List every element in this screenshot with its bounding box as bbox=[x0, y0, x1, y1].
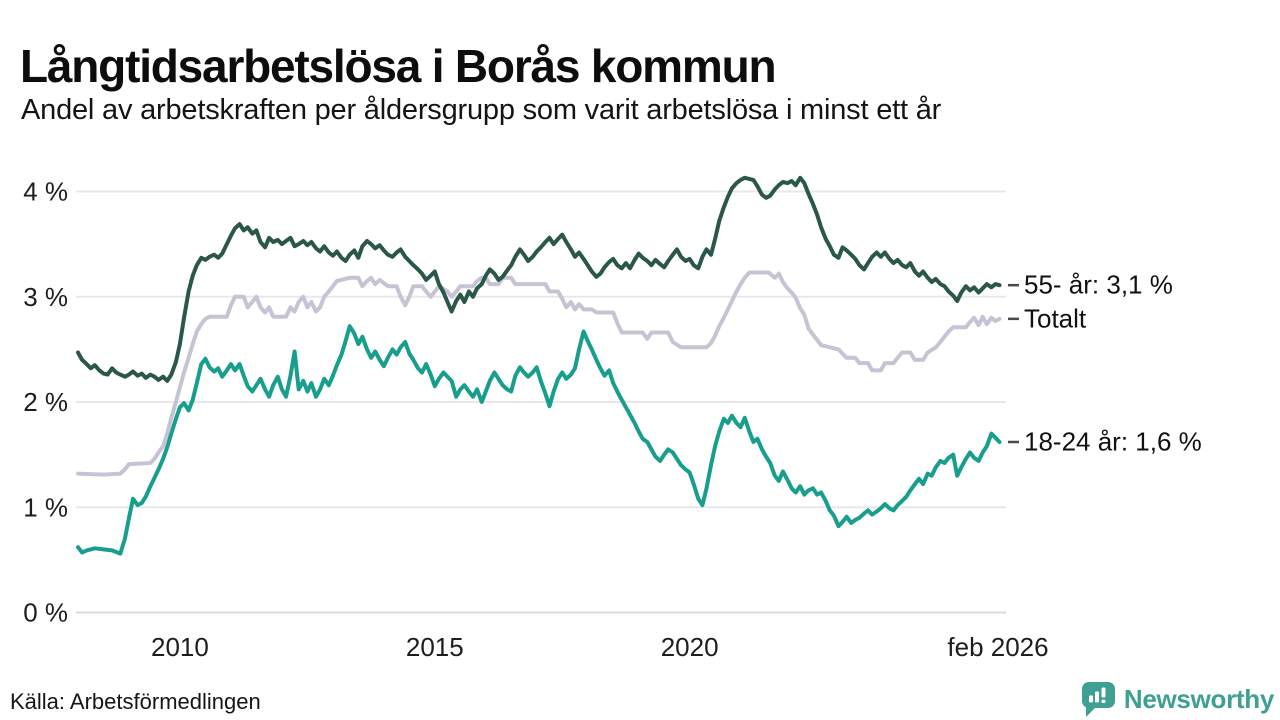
y-axis-tick-label: 2 % bbox=[23, 387, 68, 417]
source-note: Källa: Arbetsförmedlingen bbox=[10, 689, 261, 714]
series-line-totalt bbox=[76, 270, 1002, 477]
x-axis-tick-label: 2015 bbox=[406, 632, 464, 662]
y-axis-tick-label: 1 % bbox=[23, 492, 68, 522]
page-title: Långtidsarbetslösa i Borås kommun bbox=[20, 39, 777, 92]
y-axis-tick-label: 4 % bbox=[23, 177, 68, 207]
series-line-55plus bbox=[76, 175, 1002, 383]
newsworthy-speech-bubble-icon bbox=[1081, 682, 1115, 717]
page-subtitle: Andel av arbetskraften per åldersgrupp s… bbox=[21, 94, 942, 126]
newsworthy-logo[interactable]: Newsworthy bbox=[1079, 679, 1274, 719]
series-label-55plus: 55- år: 3,1 % bbox=[1024, 269, 1173, 300]
y-axis-tick-label: 3 % bbox=[23, 282, 68, 312]
series-label-18-24: 18-24 år: 1,6 % bbox=[1024, 426, 1202, 457]
x-axis-tick-label: 2010 bbox=[151, 632, 209, 662]
x-axis-tick-label: feb 2026 bbox=[947, 632, 1048, 662]
newsworthy-brand-text: Newsworthy bbox=[1123, 683, 1274, 714]
series-line-18-24-ar bbox=[76, 324, 1002, 556]
series-label-totalt: Totalt bbox=[1024, 303, 1087, 334]
y-axis-tick-label: 0 % bbox=[23, 598, 68, 628]
x-axis-tick-label: 2020 bbox=[661, 632, 719, 662]
